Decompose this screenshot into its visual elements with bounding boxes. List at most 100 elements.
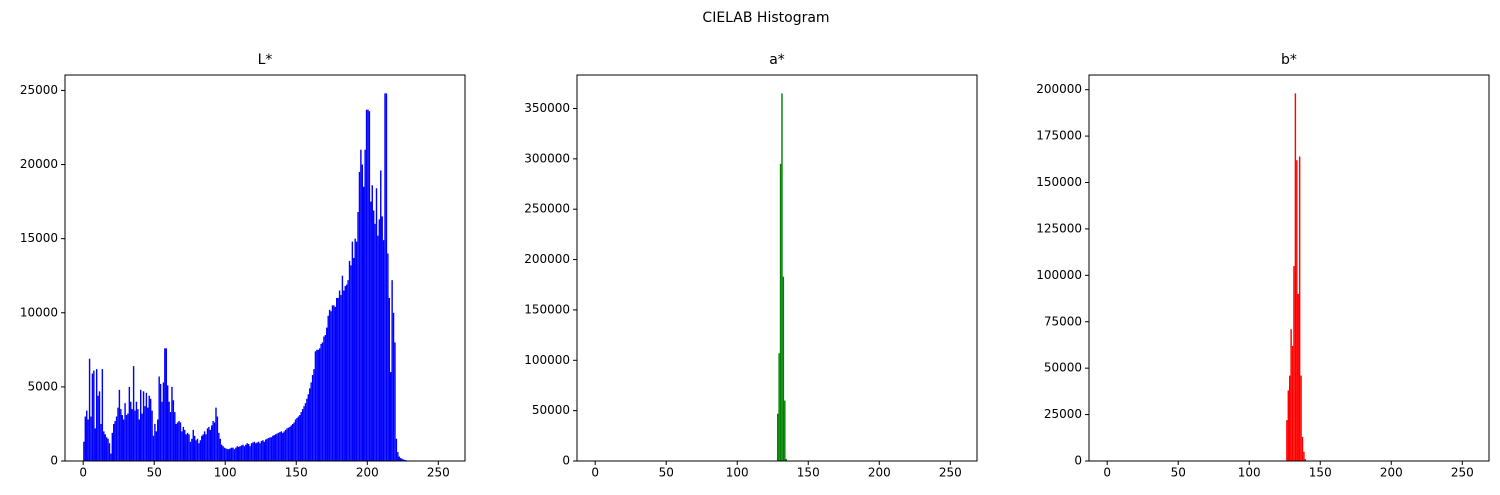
bar — [347, 280, 349, 461]
bar — [240, 445, 243, 461]
x-tick-label: 200 — [1380, 466, 1403, 480]
bar — [253, 441, 256, 461]
bar — [378, 219, 381, 461]
bar — [198, 443, 200, 461]
bar — [233, 449, 236, 461]
x-tick-label: 50 — [1171, 466, 1186, 480]
bar — [179, 422, 182, 461]
bar — [181, 431, 183, 461]
bar — [93, 370, 95, 461]
bar — [399, 458, 402, 461]
bar — [354, 238, 356, 461]
bar — [172, 400, 175, 461]
y-tick-label: 150000 — [1036, 175, 1082, 189]
bar — [219, 438, 221, 461]
bar — [778, 353, 780, 461]
y-tick-label: 150000 — [524, 302, 570, 316]
bar — [1286, 420, 1288, 461]
bar — [161, 401, 163, 461]
y-tick-label: 25000 — [1044, 407, 1082, 421]
bar — [368, 111, 371, 461]
bar — [97, 395, 99, 461]
bar — [1296, 160, 1298, 462]
bar — [357, 211, 359, 461]
bar — [212, 420, 214, 461]
bar — [779, 163, 782, 461]
bar — [245, 444, 247, 461]
bar — [134, 410, 136, 461]
y-tick-label: 75000 — [1044, 314, 1082, 328]
bar — [239, 446, 241, 461]
bar — [223, 447, 226, 461]
x-tick-label: 100 — [214, 466, 237, 480]
bar — [243, 446, 246, 461]
y-tick-label: 125000 — [1036, 221, 1082, 235]
bar — [250, 443, 253, 461]
bar — [300, 412, 302, 461]
bar — [313, 369, 315, 461]
bar — [145, 392, 148, 461]
bar — [158, 376, 160, 461]
bar — [208, 426, 210, 461]
bar — [138, 419, 140, 461]
bar — [337, 297, 339, 461]
bar — [279, 432, 281, 461]
bar — [341, 275, 344, 461]
y-tick-label: 200000 — [524, 252, 570, 266]
plot-frame — [1088, 74, 1490, 462]
y-tick-label: 15000 — [20, 231, 58, 245]
bar — [257, 441, 260, 461]
bar — [84, 416, 87, 461]
bar — [95, 369, 98, 461]
bar — [387, 253, 389, 461]
bar — [372, 210, 375, 461]
bar — [100, 423, 102, 461]
bar — [87, 419, 89, 461]
bar — [390, 372, 392, 461]
bar — [781, 93, 783, 461]
bar — [216, 416, 219, 461]
bar — [296, 418, 298, 461]
bar — [358, 171, 361, 461]
bar — [114, 420, 116, 461]
bar — [311, 375, 314, 461]
bar — [374, 223, 376, 461]
bar — [117, 407, 119, 461]
bar — [304, 403, 307, 461]
figure-title: CIELAB Histogram — [702, 10, 829, 26]
bar — [267, 438, 270, 461]
bar — [323, 336, 325, 461]
bar — [334, 306, 337, 461]
bar — [101, 369, 104, 461]
y-tick-label: 175000 — [1036, 129, 1082, 143]
y-tick-label: 0 — [562, 454, 570, 468]
bar — [283, 431, 285, 461]
bar — [199, 440, 202, 461]
bar — [195, 440, 197, 461]
x-tick-label: 50 — [659, 466, 674, 480]
bar — [404, 459, 406, 461]
bar — [141, 413, 143, 461]
bar — [209, 429, 212, 461]
bar — [385, 93, 388, 461]
bar — [142, 391, 145, 461]
bar — [306, 398, 308, 461]
bar — [380, 170, 382, 461]
bar — [284, 429, 287, 461]
bar — [152, 435, 155, 461]
bar — [331, 305, 334, 461]
bar — [154, 423, 156, 461]
bar — [107, 438, 109, 461]
bar — [255, 443, 257, 461]
bar — [262, 440, 264, 461]
bar — [266, 438, 268, 461]
plot-frame — [64, 74, 466, 462]
bar — [1287, 390, 1289, 461]
bar — [351, 241, 354, 461]
bar — [402, 459, 405, 461]
bar — [336, 297, 338, 461]
bar — [147, 407, 149, 461]
bar — [86, 410, 88, 461]
x-tick-label: 150 — [1309, 466, 1332, 480]
bar — [166, 385, 169, 461]
